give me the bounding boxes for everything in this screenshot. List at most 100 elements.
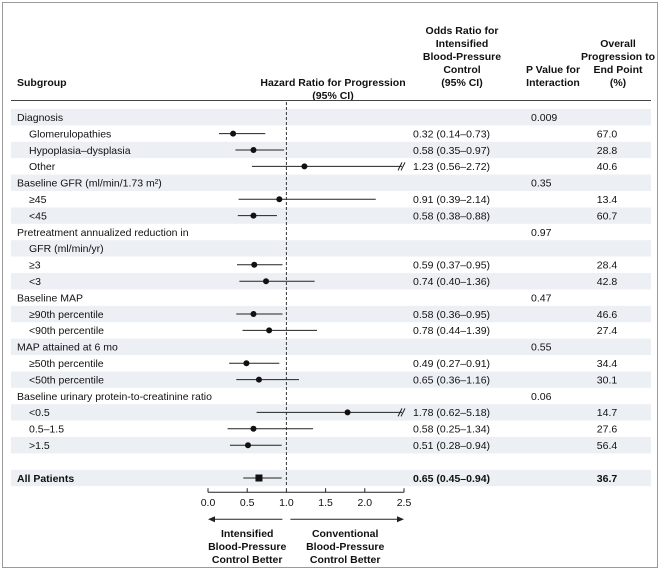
odds-ratio-value: 0.58 (0.38–0.88) (413, 210, 490, 222)
direction-label-left: Blood-Pressure (208, 541, 286, 553)
point-estimate (243, 360, 250, 367)
direction-label-left: Control Better (212, 554, 283, 566)
row-band (11, 240, 651, 257)
point-estimate (263, 278, 270, 285)
odds-ratio-value: 0.91 (0.39–2.14) (413, 194, 490, 206)
row-band (11, 371, 651, 388)
odds-ratio-value: 0.58 (0.35–0.97) (413, 145, 490, 157)
overall-progression-value: 36.7 (597, 473, 618, 485)
overall-progression-value: 28.8 (597, 145, 618, 157)
forest-plot-svg: Diagnosis 0.009 Glomerulopathies 0.32 (0.14… (11, 100, 651, 566)
odds-ratio-value: 0.74 (0.40–1.36) (413, 276, 490, 288)
x-tick-label: 2.5 (397, 497, 412, 509)
hazard-header-line-2: (95% CI) (312, 90, 354, 102)
hazard-header-line-1: Hazard Ratio for Progression (260, 77, 406, 89)
subgroup-category-label: Pretreatment annualized reduction in (17, 227, 189, 239)
hazard-header: Hazard Ratio for Progression (95% CI) (238, 77, 428, 103)
overall-progression-value: 60.7 (597, 210, 618, 222)
subgroup-label: <3 (29, 276, 41, 288)
row-band (11, 469, 651, 487)
row-band (11, 437, 651, 454)
odds-ratio-value: 1.23 (0.56–2.72) (413, 161, 490, 173)
all-patients-label: All Patients (17, 473, 74, 485)
ci-break-mark (400, 408, 406, 417)
subgroup-category-label: MAP attained at 6 mo (17, 342, 118, 354)
pvalue-header-line-2: Interaction (526, 77, 580, 89)
odds-ratio-value: 0.32 (0.14–0.73) (413, 128, 490, 140)
overall-progression-value: 42.8 (597, 276, 618, 288)
ci-break-mark (397, 408, 403, 417)
point-estimate-square (255, 474, 263, 482)
subgroup-category-label: Baseline MAP (17, 292, 83, 304)
row-band (11, 305, 651, 323)
overall-progression-value: 13.4 (597, 194, 618, 206)
subgroup-label: Glomerulopathies (29, 128, 111, 140)
subgroup-label: ≥3 (29, 260, 41, 272)
subgroup-label: <50th percentile (29, 374, 104, 386)
x-tick-label: 1.5 (318, 497, 333, 509)
subgroup-label: 0.5–1.5 (29, 424, 64, 436)
x-tick-label: 0.5 (240, 497, 255, 509)
p-value: 0.97 (531, 227, 552, 239)
subgroup-header-text: Subgroup (17, 77, 67, 89)
subgroup-category-label: Baseline urinary protein-to-creatinine r… (17, 391, 212, 403)
subgroup-label: <0.5 (29, 407, 50, 419)
odds-ratio-value: 0.49 (0.27–0.91) (413, 358, 490, 370)
overall-header-line-1: Overall (600, 38, 636, 50)
odds-ratio-value: 0.59 (0.37–0.95) (413, 260, 490, 272)
odds-header-line-1: Odds Ratio for (425, 25, 499, 37)
overall-progression-value: 40.6 (597, 161, 618, 173)
point-estimate (250, 147, 257, 153)
point-estimate (251, 261, 258, 268)
row-band (11, 338, 651, 355)
p-value: 0.47 (531, 292, 552, 304)
overall-progression-value: 56.4 (597, 440, 618, 452)
overall-header-line-2: Progression to (580, 51, 656, 63)
row-band (11, 109, 651, 126)
x-tick-label: 0.0 (201, 497, 216, 509)
p-value: 0.55 (531, 342, 552, 354)
overall-progression-header: Overall Progression to End Point (%) (563, 38, 660, 90)
left-arrow-head (208, 516, 215, 523)
p-value: 0.35 (531, 178, 552, 190)
subgroup-label: <90th percentile (29, 325, 104, 337)
point-estimate (344, 409, 351, 416)
right-arrow-head (397, 516, 404, 523)
point-estimate (250, 311, 257, 317)
subgroup-category-label: Baseline GFR (ml/min/1.73 m²) (17, 178, 162, 190)
overall-progression-value: 27.6 (597, 424, 618, 436)
odds-header-line-5: (95% CI) (441, 77, 483, 89)
ci-break-mark (400, 162, 406, 171)
point-estimate (230, 130, 237, 137)
odds-ratio-value: 0.65 (0.45–0.94) (413, 473, 490, 485)
direction-label-left: Intensified (221, 528, 274, 540)
direction-label-right: Control Better (310, 554, 381, 566)
overall-progression-value: 34.4 (597, 358, 618, 370)
x-tick-label: 1.0 (279, 497, 294, 509)
odds-ratio-value: 0.51 (0.28–0.94) (413, 440, 490, 452)
subgroup-label: ≥50th percentile (29, 358, 104, 370)
point-estimate (276, 196, 283, 203)
row-band (11, 174, 651, 191)
subgroup-header: Subgroup (17, 77, 67, 90)
subgroup-category-label: Diagnosis (17, 112, 63, 124)
pvalue-header-line-1: P Value for (525, 64, 581, 76)
overall-progression-value: 46.6 (597, 309, 618, 321)
p-value-header: P Value for Interaction (513, 64, 593, 90)
odds-ratio-value: 0.58 (0.25–1.34) (413, 424, 490, 436)
overall-progression-value: 30.1 (597, 374, 618, 386)
x-tick-label: 2.0 (357, 497, 372, 509)
ci-break-mark (397, 162, 403, 171)
overall-progression-value: 28.4 (597, 260, 618, 272)
odds-header-line-4: Control (443, 64, 481, 76)
odds-ratio-header: Odds Ratio for Intensified Blood-Pressur… (407, 25, 517, 90)
point-estimate (250, 425, 257, 432)
subgroup-label: Hypoplasia–dysplasia (29, 145, 131, 157)
odds-ratio-value: 1.78 (0.62–5.18) (413, 407, 490, 419)
p-value: 0.06 (531, 391, 552, 403)
odds-header-line-2: Intensified (435, 38, 489, 50)
odds-ratio-value: 0.65 (0.36–1.16) (413, 374, 490, 386)
overall-header-line-4: (%) (609, 77, 627, 89)
overall-progression-value: 27.4 (597, 325, 618, 337)
